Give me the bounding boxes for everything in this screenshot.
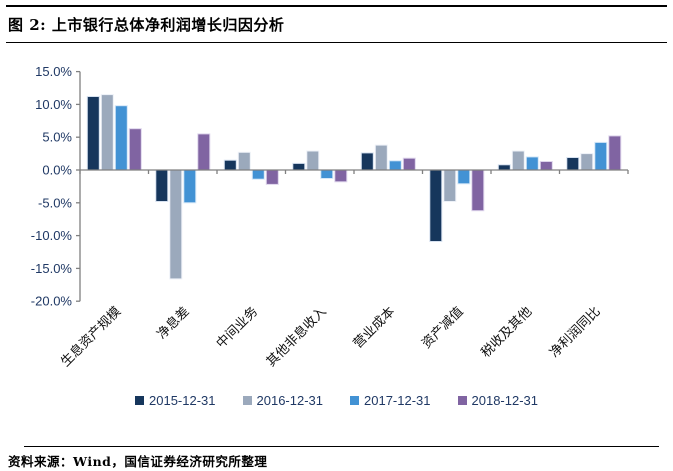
bar-2015-12-31 <box>497 164 511 171</box>
bar-2017-12-31 <box>114 105 128 171</box>
bar-2018-12-31 <box>334 169 348 183</box>
chart-legend: 2015-12-31 2016-12-31 2017-12-31 2018-12… <box>0 393 673 408</box>
legend-label: 2015-12-31 <box>149 393 216 408</box>
bar-2017-12-31 <box>388 160 402 171</box>
bar-2016-12-31 <box>580 153 594 171</box>
y-tick-label: -20.0% <box>31 294 73 309</box>
legend-item: 2015-12-31 <box>135 393 216 408</box>
legend-swatch-icon <box>350 396 359 405</box>
category-label: 资产减值 <box>419 304 467 352</box>
bar-2015-12-31 <box>292 162 306 171</box>
legend-item: 2017-12-31 <box>350 393 431 408</box>
bar-2015-12-31 <box>223 159 237 171</box>
y-tick-label: 0.0% <box>42 163 72 178</box>
legend-swatch-icon <box>457 396 467 405</box>
bar-2018-12-31 <box>539 161 553 171</box>
category-label: 营业成本 <box>351 304 398 351</box>
legend-label: 2016-12-31 <box>256 393 324 408</box>
bar-2017-12-31 <box>594 141 608 171</box>
bar-2018-12-31 <box>197 133 211 171</box>
legend-label: 2018-12-31 <box>471 393 539 408</box>
bar-2017-12-31 <box>525 156 539 171</box>
y-tick-label: 5.0% <box>42 130 72 145</box>
top-divider <box>6 5 667 7</box>
category-label: 生息资产规模 <box>58 304 124 370</box>
legend-item: 2016-12-31 <box>242 393 324 408</box>
bar-2016-12-31 <box>237 151 251 171</box>
y-tick-label: -15.0% <box>31 261 73 276</box>
legend-swatch-icon <box>135 396 144 405</box>
legend-label: 2017-12-31 <box>364 393 431 408</box>
y-tick-label: 15.0% <box>35 64 72 79</box>
bar-2016-12-31 <box>100 94 114 171</box>
bar-2015-12-31 <box>429 169 443 242</box>
bar-2015-12-31 <box>360 152 374 171</box>
bar-2018-12-31 <box>128 128 142 171</box>
figure-source: 资料来源：Wind，国信证券经济研究所整理 <box>8 454 268 469</box>
y-tick-label: 10.0% <box>35 97 72 112</box>
bar-2018-12-31 <box>471 169 485 212</box>
bar-2018-12-31 <box>265 169 279 185</box>
figure-title: 图 2: 上市银行总体净利润增长归因分析 <box>8 16 285 34</box>
bar-2017-12-31 <box>457 169 471 185</box>
bar-2015-12-31 <box>86 96 100 171</box>
bar-2016-12-31 <box>169 169 183 280</box>
category-label: 净利润同比 <box>547 304 604 361</box>
legend-swatch-icon <box>242 396 252 405</box>
y-tick-label: -5.0% <box>38 195 72 210</box>
bar-chart-canvas: 生息资产规模 净息差 中间业务 其他非息收入 营业成本 资产减值 税收及其他 净利润同比 15.… <box>31 64 629 370</box>
category-label: 中间业务 <box>213 304 261 352</box>
bar-2016-12-31 <box>306 150 320 171</box>
footer-divider <box>24 446 659 447</box>
title-divider <box>6 42 667 43</box>
bar-2017-12-31 <box>251 169 265 180</box>
bar-chart: 生息资产规模 净息差 中间业务 其他非息收入 营业成本 资产减值 税收及其他 净利润同比 15.… <box>0 44 673 384</box>
bar-2015-12-31 <box>566 157 580 171</box>
bar-2017-12-31 <box>183 169 197 204</box>
bar-2017-12-31 <box>320 169 334 179</box>
y-tick-label: -10.0% <box>31 228 73 243</box>
bar-2018-12-31 <box>608 135 622 171</box>
bar-2018-12-31 <box>402 157 416 171</box>
legend-item: 2018-12-31 <box>457 393 539 408</box>
bar-2016-12-31 <box>374 144 388 171</box>
bar-2016-12-31 <box>511 150 525 171</box>
bar-2015-12-31 <box>155 169 169 202</box>
category-label: 其他非息收入 <box>263 304 329 370</box>
category-label: 税收及其他 <box>479 304 536 361</box>
bar-2016-12-31 <box>443 169 457 202</box>
category-label: 净息差 <box>154 304 193 343</box>
